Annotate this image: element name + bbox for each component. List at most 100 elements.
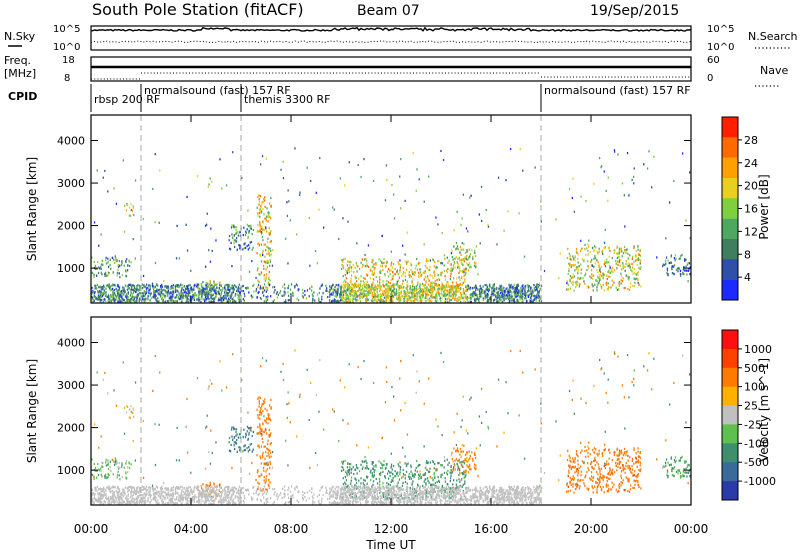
velocity-cell <box>113 460 115 463</box>
power-cell <box>199 298 201 301</box>
power-cell <box>226 294 229 297</box>
power-cell <box>621 280 624 283</box>
power-cell <box>212 289 215 292</box>
power-cell <box>112 291 114 294</box>
velocity-cell <box>362 482 364 485</box>
power-cell <box>494 290 496 293</box>
power-cell <box>446 289 448 292</box>
velocity-cell <box>230 428 233 431</box>
power-cell <box>677 270 679 273</box>
power-cell <box>413 290 415 293</box>
power-cell <box>351 289 353 292</box>
velocity-cell <box>257 414 259 417</box>
power-cell <box>618 284 621 287</box>
power-cell <box>368 286 370 289</box>
power-cell <box>334 289 336 292</box>
power-cell <box>335 283 337 287</box>
power-cell <box>537 296 540 299</box>
power-cell <box>665 256 668 259</box>
velocity-cell <box>428 470 431 473</box>
power-cell <box>438 284 440 287</box>
power-cell <box>222 299 224 302</box>
power-cell <box>246 244 248 248</box>
power-cell <box>126 288 129 291</box>
power-cell <box>349 300 351 303</box>
velocity-cell <box>397 497 399 500</box>
power-cell <box>681 253 683 256</box>
power-cell <box>224 284 226 287</box>
power-cell <box>518 289 520 292</box>
power-cell <box>535 285 537 288</box>
power-cell <box>574 263 576 266</box>
power-cell <box>599 273 602 276</box>
power-cell <box>616 256 618 259</box>
power-cell <box>137 284 139 287</box>
power-cell <box>519 289 521 293</box>
power-cell <box>332 206 334 209</box>
power-cell <box>102 176 104 179</box>
power-cell <box>404 290 406 293</box>
velocity-cell <box>117 466 119 469</box>
power-cell <box>599 270 602 274</box>
power-cell <box>464 273 466 276</box>
velocity-cell <box>437 476 439 479</box>
velocity-cell <box>360 463 362 466</box>
power-cell <box>321 283 324 286</box>
power-cell <box>484 292 486 295</box>
power-cell <box>585 253 587 256</box>
velocity-cell <box>474 457 477 460</box>
power-cell <box>259 273 261 276</box>
power-cell <box>123 289 125 292</box>
power-cell <box>518 295 521 298</box>
power-cell <box>612 271 614 274</box>
power-cell <box>201 293 204 296</box>
velocity-cell <box>421 496 424 499</box>
power-cell <box>378 286 380 289</box>
power-cell <box>107 294 110 297</box>
power-cell <box>190 269 192 272</box>
power-cell <box>496 298 498 301</box>
power-cell <box>176 289 178 292</box>
power-cell <box>444 286 447 289</box>
power-cell <box>606 258 608 261</box>
power-cell <box>618 280 621 284</box>
power-cell <box>93 260 95 264</box>
power-cell <box>261 203 263 206</box>
velocity-cell <box>244 448 247 451</box>
power-cell <box>600 265 602 268</box>
power-cell <box>202 281 204 284</box>
power-cell <box>537 286 540 289</box>
power-cell <box>433 271 435 274</box>
velocity-cell <box>625 476 627 479</box>
velocity-cell <box>633 447 635 450</box>
power-cell <box>380 298 382 301</box>
power-cell <box>351 290 353 294</box>
velocity-cell <box>469 457 471 460</box>
velocity-cell <box>348 473 350 476</box>
velocity-cell <box>110 469 112 472</box>
velocity-cell <box>270 442 272 445</box>
power-cell <box>139 285 141 288</box>
power-cell <box>166 285 168 288</box>
power-cell <box>258 273 260 276</box>
power-cell <box>469 286 471 289</box>
power-cell <box>393 283 395 286</box>
power-cell <box>437 260 439 263</box>
power-cell <box>185 296 187 299</box>
power-cell <box>467 284 469 287</box>
power-cell <box>425 264 427 267</box>
power-cell <box>176 224 178 227</box>
power-cell <box>397 298 399 301</box>
power-cell <box>489 283 491 286</box>
power-cell <box>260 232 263 235</box>
power-cell <box>99 298 101 301</box>
velocity-cell <box>264 462 266 466</box>
power-cell <box>630 268 632 272</box>
power-cell <box>533 284 535 287</box>
power-cell <box>427 259 429 262</box>
velocity-cell <box>621 464 624 467</box>
power-cell <box>487 290 489 293</box>
velocity-cell <box>263 445 265 448</box>
power-cell <box>604 260 606 263</box>
velocity-cell <box>591 460 593 463</box>
